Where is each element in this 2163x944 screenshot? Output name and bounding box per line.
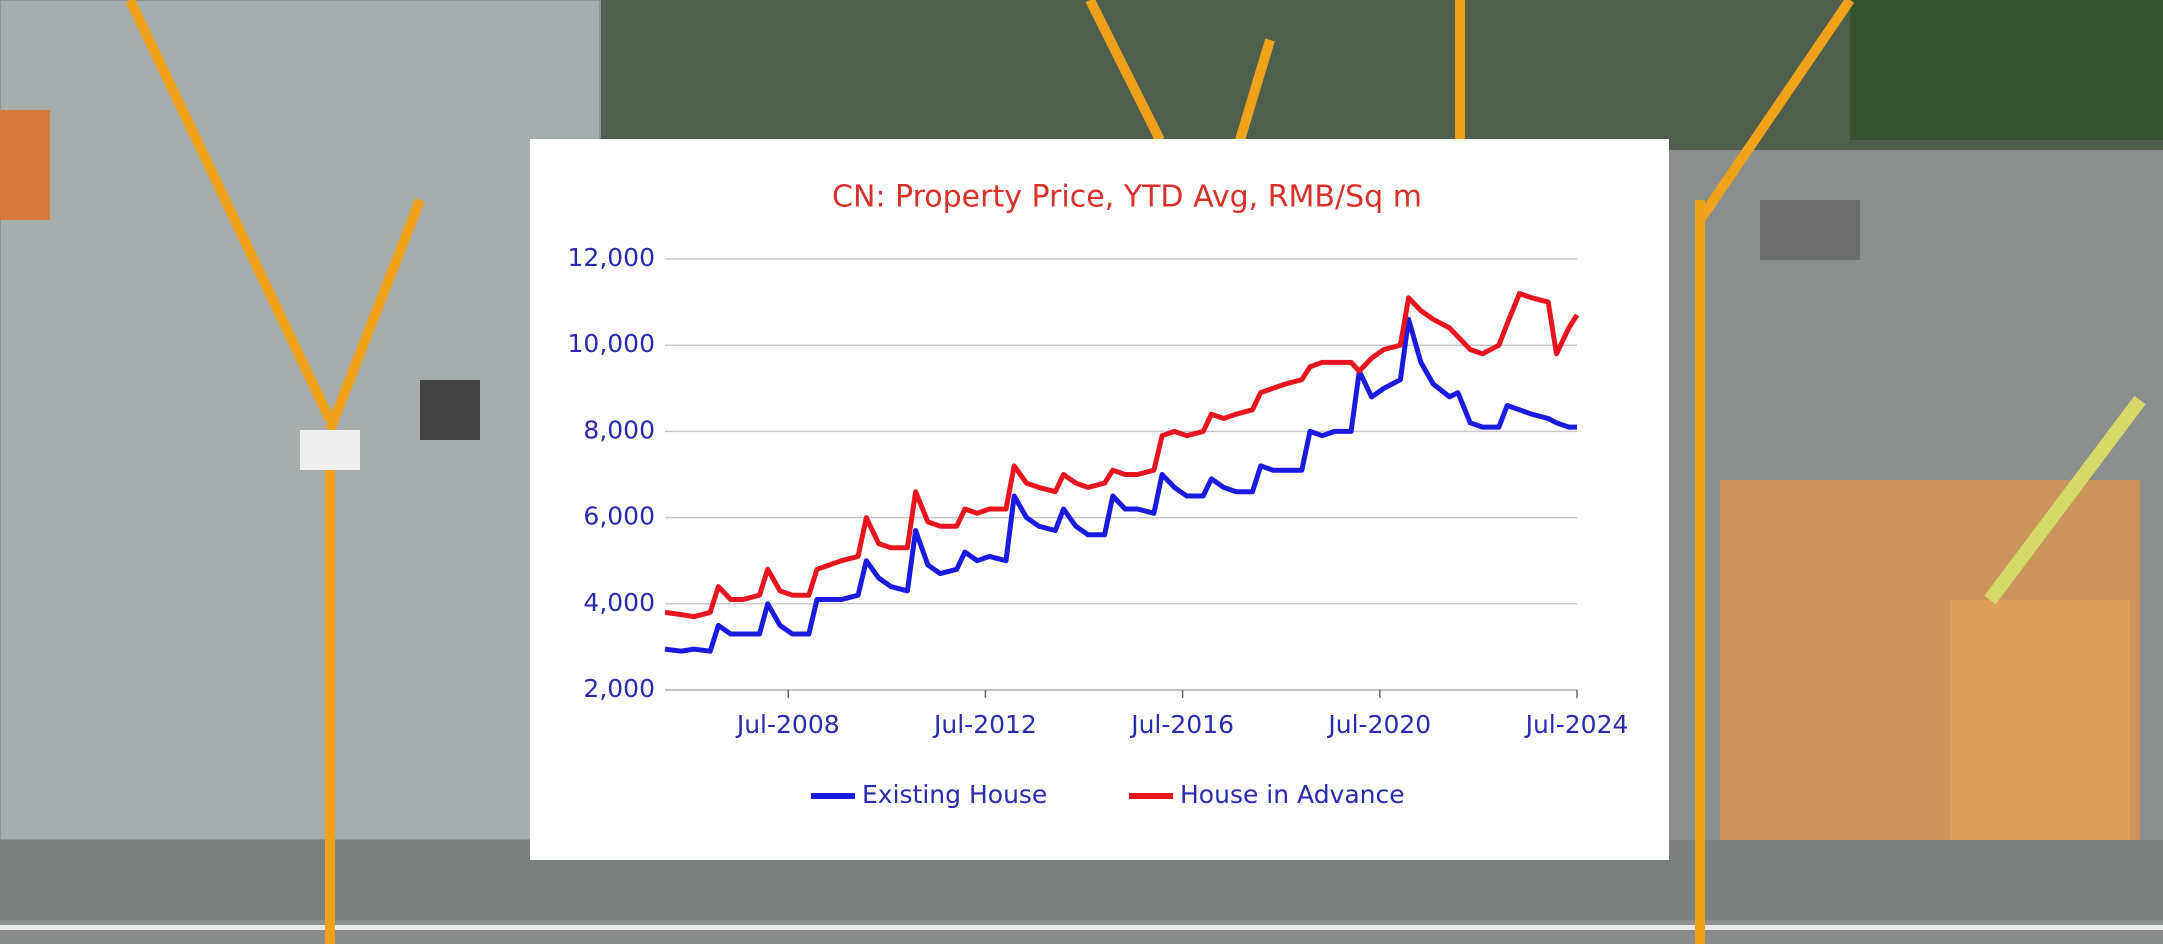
legend-label: House in Advance xyxy=(1180,780,1405,809)
x-tick-label: Jul-2016 xyxy=(1129,710,1234,739)
chart-panel xyxy=(530,139,1669,860)
page: CN: Property Price, YTD Avg, RMB/Sq m 2,… xyxy=(0,0,2163,944)
x-tick-label: Jul-2012 xyxy=(932,710,1037,739)
y-tick-label: 6,000 xyxy=(583,502,655,531)
y-tick-label: 10,000 xyxy=(568,329,655,358)
y-tick-label: 12,000 xyxy=(568,243,655,272)
y-tick-label: 2,000 xyxy=(583,674,655,703)
x-tick-label: Jul-2008 xyxy=(735,710,840,739)
y-tick-label: 8,000 xyxy=(583,415,655,444)
chart-title: CN: Property Price, YTD Avg, RMB/Sq m xyxy=(832,180,1422,215)
x-tick-label: Jul-2020 xyxy=(1326,710,1431,739)
legend-label: Existing House xyxy=(862,780,1047,809)
y-tick-label: 4,000 xyxy=(583,588,655,617)
screenshot: CN: Property Price, YTD Avg, RMB/Sq m 2,… xyxy=(0,0,2163,944)
x-tick-label: Jul-2024 xyxy=(1524,710,1629,739)
